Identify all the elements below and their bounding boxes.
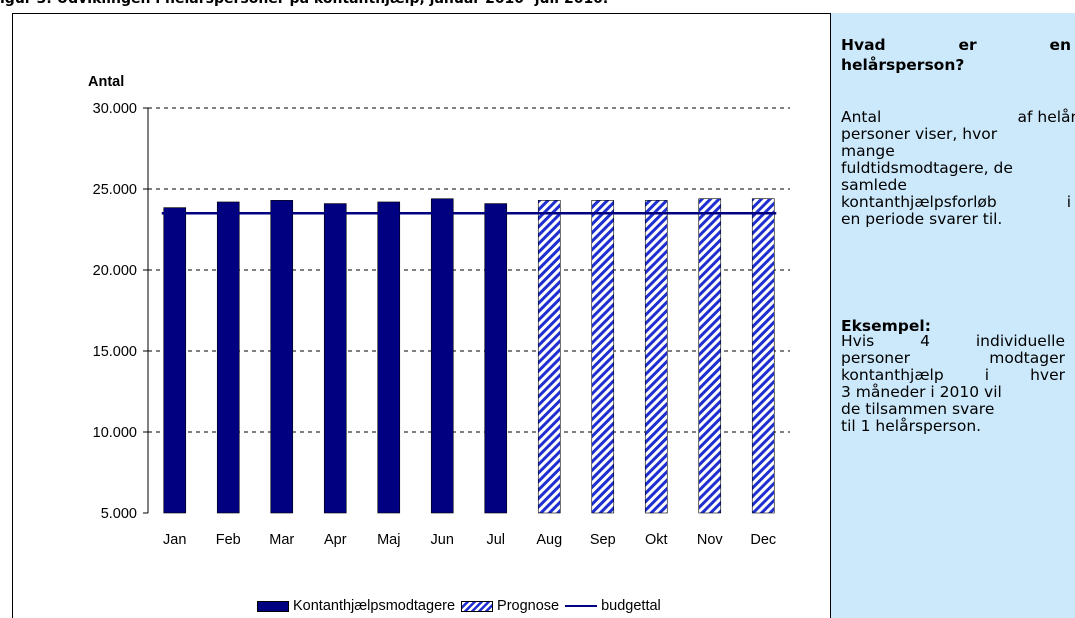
info-ex-line-6: til 1 helårsperson. bbox=[841, 417, 982, 435]
x-tick-label-sep: Sep bbox=[590, 532, 616, 548]
figure-title: igur 3: Udviklingen i helårspersoner på … bbox=[0, 0, 1075, 9]
legend-label-kontanthjaelpsmodtagere: Kontanthjælpsmodtagere bbox=[293, 598, 456, 614]
x-tick-label-maj: Maj bbox=[377, 532, 400, 548]
x-tick-label-apr: Apr bbox=[324, 532, 347, 548]
info-ex-line-3a: kontanthjælp bbox=[841, 366, 944, 384]
info-ex-line-3b: i bbox=[984, 366, 990, 384]
info-question-word-3: en bbox=[1049, 36, 1071, 54]
legend-swatch-solid bbox=[257, 600, 289, 612]
info-panel: Hvad er en helårsperson? Antal af helårs… bbox=[831, 13, 1075, 618]
y-tick-label-2: 15.000 bbox=[93, 344, 137, 360]
bar-apr bbox=[323, 203, 347, 514]
info-ex-line-5: de tilsammen svare bbox=[841, 400, 995, 418]
bar-jun bbox=[430, 198, 454, 514]
y-axis-title: Antal bbox=[88, 74, 124, 90]
frame-top-border bbox=[12, 13, 1075, 14]
bar-prognose-sep bbox=[591, 200, 615, 514]
info-ex-line-1b: 4 bbox=[920, 332, 930, 350]
legend-swatch-line bbox=[565, 605, 598, 607]
x-tick-label-jun: Jun bbox=[431, 532, 454, 548]
y-tick-label-5: 30.000 bbox=[93, 101, 137, 117]
bar-maj bbox=[377, 201, 401, 514]
info-def-line-3: mange bbox=[841, 142, 895, 160]
info-def-line-1b: af helårs bbox=[1017, 108, 1075, 126]
info-def-line-6a: kontanthjælpsforløb bbox=[841, 193, 997, 211]
x-tick-label-nov: Nov bbox=[697, 532, 724, 548]
info-question: Hvad er en helårsperson? bbox=[841, 35, 1071, 75]
y-tick-label-4: 25.000 bbox=[93, 182, 137, 198]
info-ex-line-4: 3 måneder i 2010 vil bbox=[841, 383, 1002, 401]
bar-feb bbox=[216, 201, 240, 514]
info-def-line-4: fuldtidsmodtagere, de bbox=[841, 159, 1013, 177]
legend-swatch-hatched bbox=[461, 600, 494, 612]
legend-label-budgettal: budgettal bbox=[601, 598, 661, 614]
info-ex-line-2a: personer bbox=[841, 349, 911, 367]
y-tick-label-1: 10.000 bbox=[93, 425, 137, 441]
legend-item-prognose: Prognose bbox=[461, 598, 559, 614]
info-example-text: Hvis 4 individuelle personer modtager ko… bbox=[841, 333, 1065, 435]
bar-jan bbox=[163, 207, 187, 514]
x-tick-label-dec: Dec bbox=[750, 532, 776, 548]
info-definition: Antal af helårs personer viser, hvor man… bbox=[841, 109, 1075, 228]
legend-item-kontanthjaelpsmodtagere: Kontanthjælpsmodtagere bbox=[257, 598, 455, 614]
info-ex-line-2b: modtager bbox=[989, 349, 1065, 367]
info-panel-divider bbox=[830, 13, 831, 618]
bar-prognose-nov bbox=[698, 198, 722, 514]
chart-area: 5.000 10.000 15.000 20.000 25.000 30.000 Antal… bbox=[12, 13, 830, 618]
info-def-line-5: samlede bbox=[841, 176, 907, 194]
bar-prognose-dec bbox=[751, 198, 775, 514]
info-question-line-2: helårsperson? bbox=[841, 56, 965, 74]
info-ex-line-1a: Hvis bbox=[841, 332, 875, 350]
x-tick-label-mar: Mar bbox=[269, 532, 294, 548]
info-question-word-2: er bbox=[958, 36, 977, 54]
bar-mar bbox=[270, 200, 294, 514]
frame-left-border bbox=[12, 13, 13, 618]
bar-prognose-okt bbox=[644, 200, 668, 514]
info-example-title: Eksempel: bbox=[841, 317, 931, 335]
info-question-word-1: Hvad bbox=[841, 36, 886, 54]
bar-jul bbox=[484, 203, 508, 514]
x-tick-label-aug: Aug bbox=[536, 532, 562, 548]
info-ex-line-1c: individuelle bbox=[975, 332, 1065, 350]
legend-label-prognose: Prognose bbox=[497, 598, 560, 614]
info-def-line-2: personer viser, hvor bbox=[841, 125, 998, 143]
x-tick-label-jul: Jul bbox=[486, 532, 505, 548]
y-tick-label-3: 20.000 bbox=[93, 263, 137, 279]
info-def-line-1a: Antal bbox=[841, 108, 882, 126]
info-ex-line-3c: hver bbox=[1030, 366, 1065, 384]
chart-legend: Kontanthjælpsmodtagere Prognose budgetta… bbox=[257, 597, 667, 615]
x-tick-label-feb: Feb bbox=[216, 532, 241, 548]
bar-chart: 5.000 10.000 15.000 20.000 25.000 30.000 Antal… bbox=[88, 74, 790, 548]
info-def-line-7: en periode svarer til. bbox=[841, 210, 1003, 228]
legend-item-budgettal: budgettal bbox=[565, 598, 661, 614]
info-def-line-6b: i bbox=[1066, 193, 1071, 211]
y-tick-label-0: 5.000 bbox=[101, 506, 137, 522]
x-tick-label-jan: Jan bbox=[163, 532, 186, 548]
x-tick-label-okt: Okt bbox=[645, 532, 668, 548]
bar-prognose-aug bbox=[537, 200, 561, 514]
